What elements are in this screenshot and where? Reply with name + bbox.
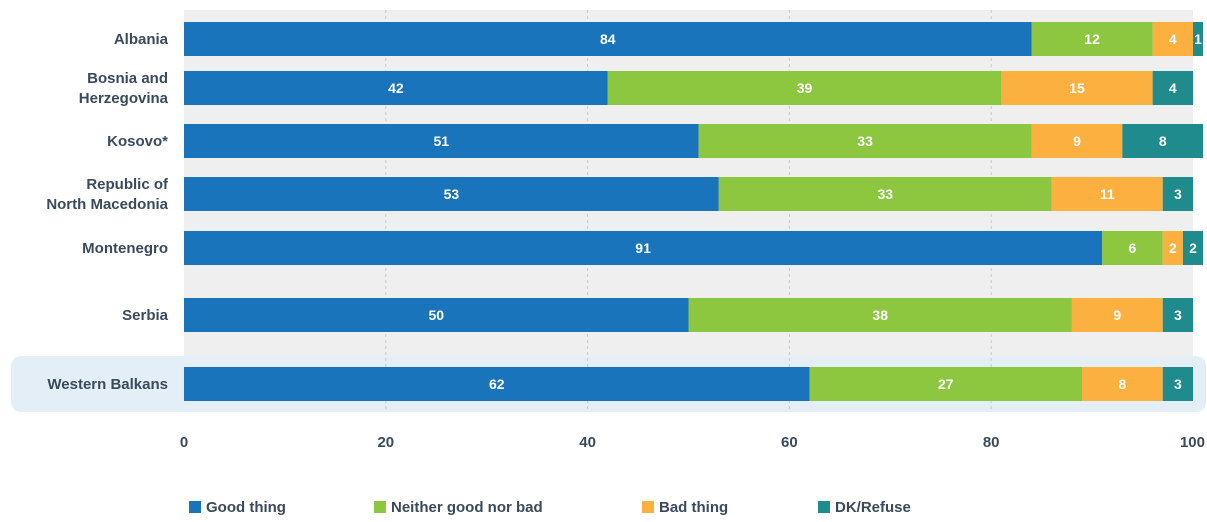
x-axis-ticks: 0 20 40 60 80 100: [180, 434, 1205, 451]
legend-label: Bad thing: [659, 499, 728, 516]
data-label: 39: [797, 80, 813, 96]
bar-segment: [1082, 367, 1163, 401]
bar-segment: [607, 71, 1002, 105]
bar-segment: [1152, 71, 1193, 105]
x-tick-label: 60: [781, 434, 798, 451]
data-label: 91: [635, 240, 651, 256]
data-label: 9: [1073, 133, 1081, 149]
bar-segment: [688, 298, 1072, 332]
category-label: Kosovo*: [107, 133, 168, 150]
x-tick-label: 100: [1180, 434, 1205, 451]
legend-item: Good thing: [189, 499, 286, 516]
category-label: Western Balkans: [47, 376, 168, 393]
data-label: 33: [877, 186, 893, 202]
category-label: Montenegro: [82, 240, 168, 257]
bar-segment: [184, 231, 1103, 265]
data-label: 11: [1100, 186, 1115, 202]
legend-label: Good thing: [206, 499, 286, 516]
bar-segment: [1162, 231, 1183, 265]
bar-segment: [718, 177, 1052, 211]
data-label: 12: [1084, 31, 1100, 47]
bar-segment: [1001, 71, 1153, 105]
bar-segment: [1162, 367, 1193, 401]
legend-swatch: [374, 501, 386, 513]
legend-label: Neither good nor bad: [391, 499, 543, 516]
x-tick-label: 20: [377, 434, 394, 451]
bar-segment: [1031, 124, 1123, 158]
bar-segment: [1193, 22, 1204, 56]
data-label: 9: [1113, 307, 1121, 323]
legend-item: Neither good nor bad: [374, 499, 543, 516]
data-label: 6: [1129, 240, 1137, 256]
data-label: 3: [1174, 307, 1182, 323]
legend-item: Bad thing: [642, 499, 728, 516]
data-label: 4: [1169, 80, 1177, 96]
data-label: 3: [1174, 376, 1182, 392]
data-label: 38: [872, 307, 888, 323]
legend: Good thing Neither good nor bad Bad thing D…: [189, 499, 911, 516]
category-label: Republic of North Macedonia: [46, 176, 169, 213]
data-label: 53: [444, 186, 460, 202]
data-label: 51: [434, 133, 450, 149]
bar-segment: [184, 177, 719, 211]
bar-segment: [1102, 231, 1163, 265]
bar-segment: [1152, 22, 1193, 56]
data-label: 1: [1194, 31, 1202, 47]
data-label: 50: [428, 307, 444, 323]
x-tick-label: 80: [983, 434, 1000, 451]
data-label: 84: [600, 31, 616, 47]
category-labels: Albania Bosnia and Herzegovina Kosovo* Repub…: [46, 31, 169, 393]
bar-segment: [1162, 177, 1193, 211]
legend-item: DK/Refuse: [818, 499, 911, 516]
data-label: 3: [1174, 186, 1182, 202]
bar-segment: [1162, 298, 1193, 332]
category-label: Bosnia and Herzegovina: [79, 70, 169, 107]
data-label: 2: [1169, 240, 1177, 256]
bar-segment: [184, 298, 689, 332]
bar-segment: [809, 367, 1083, 401]
legend-swatch: [189, 501, 201, 513]
legend-swatch: [818, 501, 830, 513]
data-label: 27: [938, 376, 954, 392]
bar-segment: [184, 124, 699, 158]
bar-segment: [184, 367, 810, 401]
data-label: 33: [857, 133, 873, 149]
data-label: 4: [1169, 31, 1177, 47]
bar-segment: [1071, 298, 1163, 332]
bar-segment: [1051, 177, 1163, 211]
bar-segment: [184, 71, 608, 105]
data-label: 8: [1159, 133, 1167, 149]
bar-segment: [698, 124, 1032, 158]
bar-segment: [184, 22, 1032, 56]
bar-segment: [1031, 22, 1153, 56]
x-tick-label: 40: [579, 434, 596, 451]
data-label: 2: [1189, 240, 1197, 256]
bar-segment: [1182, 231, 1204, 265]
data-label: 8: [1118, 376, 1126, 392]
x-tick-label: 0: [180, 434, 188, 451]
data-label: 42: [388, 80, 404, 96]
category-label: Serbia: [122, 307, 169, 324]
bars: 84 12 4 142 39 15 451 33 9 853 33 11 391 6 2 250 38 9 362 2…: [184, 22, 1204, 401]
data-label: 15: [1069, 80, 1085, 96]
bar-segment: [1122, 124, 1204, 158]
legend-swatch: [642, 501, 654, 513]
legend-label: DK/Refuse: [835, 499, 911, 516]
category-label: Albania: [114, 31, 169, 48]
data-label: 62: [489, 376, 505, 392]
